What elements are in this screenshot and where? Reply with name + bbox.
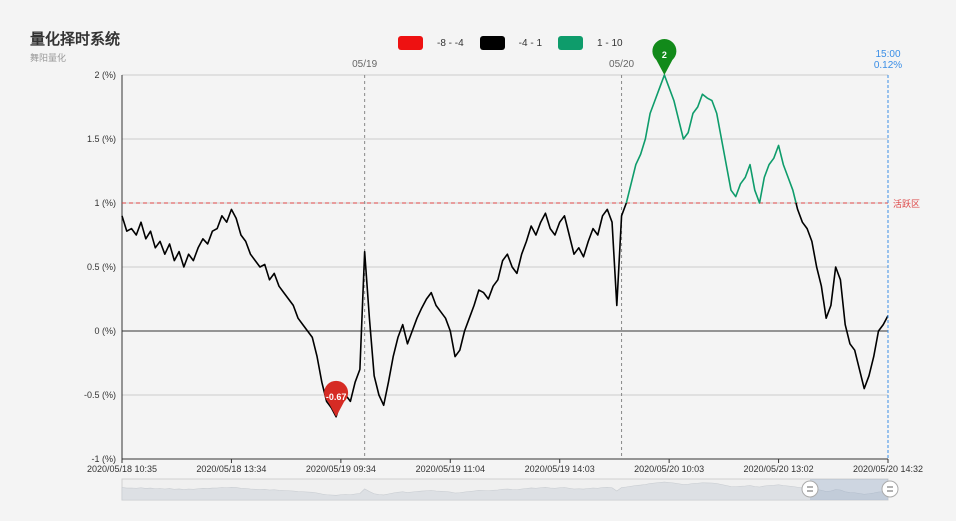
series-line xyxy=(121,74,889,418)
x-tick-label: 2020/05/18 13:34 xyxy=(196,464,266,474)
legend-swatch-mid xyxy=(479,36,505,50)
x-axis: 2020/05/18 10:35 2020/05/18 13:34 2020/05/… xyxy=(87,458,923,474)
x-tick-label: 2020/05/19 09:34 xyxy=(306,464,376,474)
legend-item-low[interactable]: -8 - -4 xyxy=(398,36,464,50)
marker-pin xyxy=(324,380,349,417)
x-tick-label: 2020/05/19 14:03 xyxy=(525,464,595,474)
marker-label: 2 xyxy=(662,50,667,60)
y-tick-label: 1 (%) xyxy=(94,198,116,208)
legend-swatch-low xyxy=(398,36,423,50)
zoom-window xyxy=(810,479,888,500)
legend-label-mid: -4 - 1 xyxy=(518,37,543,49)
cursor-time-label: 15:00 xyxy=(875,49,900,60)
y-tick-label: 2 (%) xyxy=(94,70,116,80)
markers: -0.67 2 xyxy=(324,39,677,417)
series-segment xyxy=(795,202,889,390)
x-tick-label: 2020/05/18 10:35 xyxy=(87,464,157,474)
zoom-handle-start[interactable] xyxy=(801,480,819,498)
zoom-handle-end[interactable] xyxy=(881,480,899,498)
y-tick-label: 1.5 (%) xyxy=(87,134,116,144)
series-segment xyxy=(121,202,628,418)
y-axis: -1 (%) -0.5 (%) 0 (%) 0.5 (%) 1 (%) 1.5 (%) 2 … xyxy=(84,70,123,464)
y-tick-label: -1 (%) xyxy=(92,454,117,464)
x-tick-label: 2020/05/20 13:02 xyxy=(744,464,814,474)
cursor-line: 15:000.12% xyxy=(874,49,902,459)
chart-subtitle: 舞阳量化 xyxy=(30,53,67,63)
legend-item-mid[interactable]: -4 - 1 xyxy=(479,36,543,50)
day-markers: 05/19 05/20 xyxy=(352,59,635,459)
legend-label-low: -8 - -4 xyxy=(437,37,464,49)
x-tick-label: 2020/05/19 11:04 xyxy=(416,464,485,474)
x-tick-label: 2020/05/20 10:03 xyxy=(634,464,704,474)
y-tick-label: 0.5 (%) xyxy=(87,262,116,272)
day-marker-label: 05/20 xyxy=(609,59,634,70)
zoom-preview-area xyxy=(121,481,889,501)
zoom-handle-knob xyxy=(801,480,819,498)
legend-item-high[interactable]: 1 - 10 xyxy=(558,36,623,50)
day-marker-label: 05/19 xyxy=(352,59,377,70)
y-tick-label: -0.5 (%) xyxy=(84,390,116,400)
legend-label-high: 1 - 10 xyxy=(597,37,623,49)
marker-pin xyxy=(652,39,677,75)
data-zoom[interactable] xyxy=(121,478,899,501)
x-tick-label: 2020/05/20 14:32 xyxy=(853,464,923,474)
cursor-value-label: 0.12% xyxy=(874,60,902,71)
legend: -8 - -4 -4 - 1 1 - 10 xyxy=(398,36,639,50)
chart-title: 量化择时系统 xyxy=(30,31,121,48)
grid xyxy=(122,74,888,460)
reference-line-label: 活跃区 xyxy=(893,198,920,209)
y-tick-label: 0 (%) xyxy=(94,326,116,336)
zoom-handle-knob xyxy=(881,480,899,498)
legend-swatch-high xyxy=(558,36,584,50)
marker-label: -0.67 xyxy=(326,392,347,402)
series-segment xyxy=(625,74,797,204)
